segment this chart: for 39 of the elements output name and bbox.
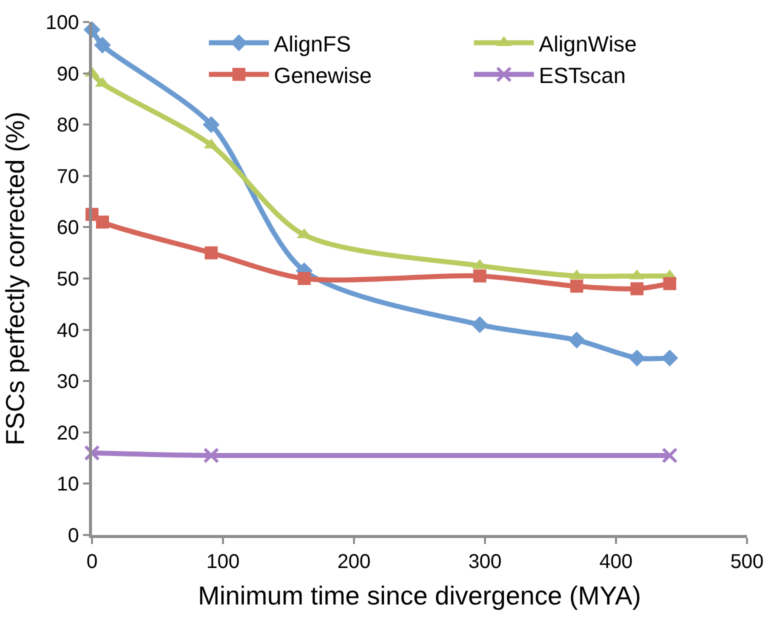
legend-label: AlignWise xyxy=(538,31,637,56)
point xyxy=(94,36,111,54)
point xyxy=(628,350,646,366)
point xyxy=(96,216,109,229)
point xyxy=(204,246,218,260)
legend-label: Genewise xyxy=(274,62,372,88)
y-axis-title: FSCs perfectly corrected (%) xyxy=(0,112,30,446)
point xyxy=(84,444,100,461)
point xyxy=(202,116,220,134)
y-tick-label: 100 xyxy=(46,12,79,34)
x-tick-label: 400 xyxy=(599,551,633,573)
point xyxy=(630,282,644,296)
point xyxy=(663,277,676,290)
x-tick-label: 200 xyxy=(337,551,371,573)
point xyxy=(471,316,488,334)
x-tick-label: 300 xyxy=(468,551,502,573)
y-tick-label: 30 xyxy=(56,371,79,394)
point xyxy=(662,447,678,464)
y-tick-label: 0 xyxy=(68,525,79,547)
x-tick-label: 500 xyxy=(730,551,764,573)
y-tick-label: 50 xyxy=(56,268,79,290)
x-tick-label: 100 xyxy=(206,551,240,573)
y-tick-label: 90 xyxy=(56,63,79,86)
point xyxy=(298,272,311,285)
y-tick-label: 10 xyxy=(56,474,79,496)
x-axis-title: Minimum time since divergence (MYA) xyxy=(198,580,642,611)
legend-label: AlignFS xyxy=(274,31,351,56)
y-tick-label: 70 xyxy=(56,166,79,188)
x-tick-label: 0 xyxy=(86,551,98,573)
y-tick-label: 20 xyxy=(56,422,79,444)
point xyxy=(203,447,220,464)
y-tick-label: 60 xyxy=(56,217,79,240)
y-tick-label: 80 xyxy=(56,114,79,137)
legend-label: ESTscan xyxy=(538,62,626,88)
point xyxy=(570,280,584,293)
point xyxy=(568,332,586,349)
y-tick-label: 40 xyxy=(56,320,79,342)
point xyxy=(473,269,486,282)
point xyxy=(661,350,678,366)
